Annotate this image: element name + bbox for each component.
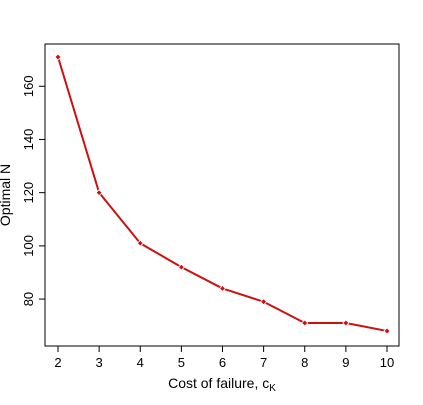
y-axis: 80 100 120 140 160 bbox=[21, 75, 45, 306]
data-point bbox=[54, 53, 62, 61]
y-axis-label: Optimal N bbox=[0, 164, 13, 226]
x-tick-label: 6 bbox=[219, 355, 226, 370]
x-axis-label-main: Cost of failure, c bbox=[168, 375, 269, 391]
x-tick-label: 3 bbox=[96, 355, 103, 370]
x-tick-label: 8 bbox=[301, 355, 308, 370]
data-point bbox=[177, 263, 185, 271]
y-tick-label: 160 bbox=[21, 75, 36, 97]
data-point bbox=[383, 327, 391, 335]
series-layer bbox=[54, 53, 391, 335]
data-point bbox=[301, 319, 309, 327]
x-axis-label: Cost of failure, cK bbox=[168, 375, 276, 394]
x-tick-label: 10 bbox=[380, 355, 394, 370]
x-tick-label: 2 bbox=[54, 355, 61, 370]
y-tick-label: 80 bbox=[21, 292, 36, 306]
y-tick-label: 100 bbox=[21, 235, 36, 257]
data-point bbox=[136, 239, 144, 247]
x-axis: 2 3 4 5 6 7 8 9 10 bbox=[54, 346, 394, 370]
x-tick-label: 4 bbox=[137, 355, 144, 370]
data-point bbox=[342, 319, 350, 327]
x-axis-label-subscript: K bbox=[269, 383, 276, 394]
x-tick-label: 5 bbox=[178, 355, 185, 370]
data-point bbox=[95, 189, 103, 197]
y-tick-label: 120 bbox=[21, 182, 36, 204]
y-tick-label: 140 bbox=[21, 129, 36, 151]
x-tick-label: 7 bbox=[260, 355, 267, 370]
data-point bbox=[218, 284, 227, 293]
data-point bbox=[260, 298, 268, 306]
x-tick-label: 9 bbox=[342, 355, 349, 370]
